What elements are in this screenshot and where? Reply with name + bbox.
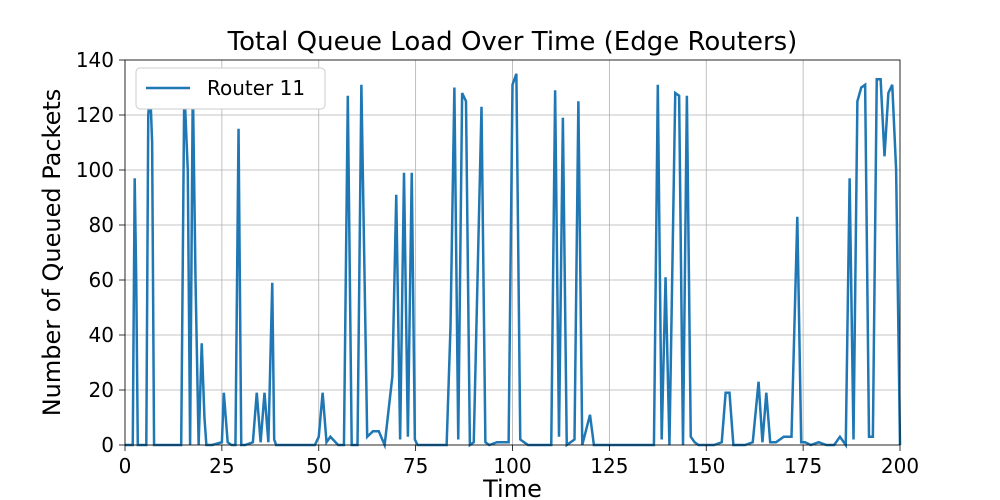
y-tick-label: 80 [89,213,114,237]
x-tick-label: 25 [209,454,234,478]
x-tick-label: 175 [784,454,822,478]
chart-title: Total Queue Load Over Time (Edge Routers… [227,27,798,57]
y-tick-label: 100 [76,158,114,182]
x-axis: 0 25 50 75 100 125 150 175 200 [119,445,919,478]
x-tick-label: 100 [493,454,531,478]
y-axis-label: Number of Queued Packets [38,89,66,417]
y-tick-label: 40 [89,323,114,347]
y-axis: 0 20 40 60 80 100 120 140 [76,48,125,457]
x-tick-label: 75 [403,454,428,478]
y-tick-label: 140 [76,48,114,72]
legend-box [135,67,326,110]
x-axis-label: Time [482,475,542,500]
x-tick-label: 200 [881,454,919,478]
legend-label-router-11: Router 11 [207,76,305,100]
series-layer [125,73,902,450]
x-tick-label: 125 [590,454,628,478]
y-tick-label: 120 [76,103,114,127]
y-tick-label: 20 [89,378,114,402]
y-tick-label: 60 [89,268,114,292]
legend: Router 11 [135,67,326,110]
y-tick-label: 0 [101,433,114,457]
series-line-0 [125,73,902,450]
x-tick-label: 50 [306,454,331,478]
x-tick-label: 150 [687,454,725,478]
x-tick-label: 0 [119,454,132,478]
